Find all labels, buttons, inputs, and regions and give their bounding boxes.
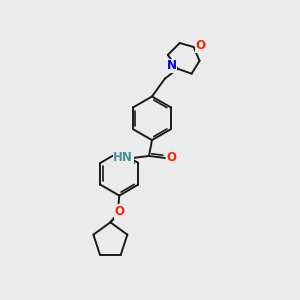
Text: O: O: [114, 205, 124, 218]
Text: O: O: [196, 40, 206, 52]
Text: HN: HN: [113, 152, 133, 164]
Text: O: O: [167, 152, 177, 164]
Text: N: N: [167, 59, 177, 72]
